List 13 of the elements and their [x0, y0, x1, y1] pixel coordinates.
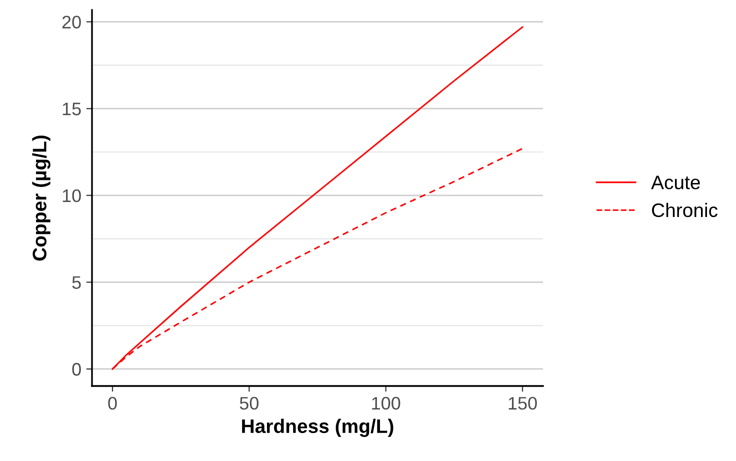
legend-label: Acute	[651, 176, 700, 190]
x-tick-label: 50	[240, 396, 259, 410]
legend-label: Chronic	[652, 202, 718, 218]
x-tick-label: 100	[372, 396, 400, 410]
y-tick-label: 20	[62, 16, 81, 29]
x-tick-label: 0	[108, 396, 117, 410]
y-tick-label: 5	[72, 276, 81, 289]
x-tick-label: 150	[508, 396, 537, 410]
y-axis-title: Copper (µg/L)	[32, 136, 50, 261]
y-tick-label: 10	[62, 189, 81, 202]
y-tick-label: 15	[62, 102, 81, 116]
x-axis-title: Hardness (mg/L)	[242, 418, 394, 438]
y-tick-label: 0	[72, 362, 81, 376]
